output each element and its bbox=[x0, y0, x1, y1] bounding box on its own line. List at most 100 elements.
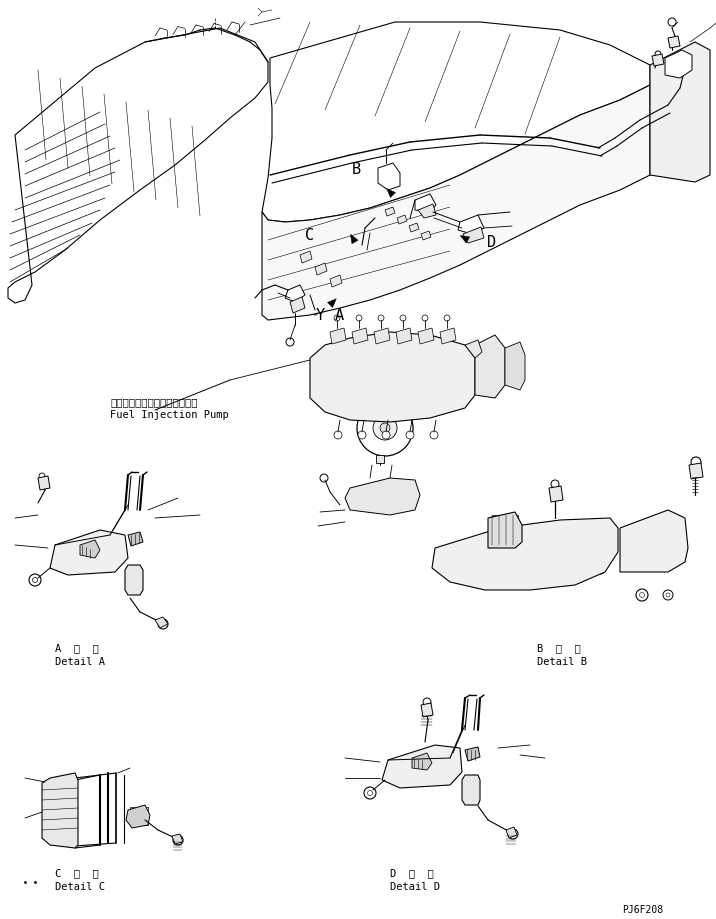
Polygon shape bbox=[652, 54, 664, 66]
Circle shape bbox=[663, 590, 673, 600]
Circle shape bbox=[103, 540, 113, 550]
Polygon shape bbox=[650, 42, 710, 182]
Polygon shape bbox=[463, 227, 484, 243]
Text: D: D bbox=[487, 235, 496, 250]
Polygon shape bbox=[352, 328, 368, 344]
Text: A  詳  細: A 詳 細 bbox=[55, 643, 99, 653]
Polygon shape bbox=[668, 36, 680, 48]
Circle shape bbox=[644, 534, 656, 546]
Polygon shape bbox=[396, 328, 412, 344]
Polygon shape bbox=[285, 285, 305, 302]
Circle shape bbox=[396, 764, 410, 778]
Polygon shape bbox=[128, 532, 143, 546]
Polygon shape bbox=[620, 510, 688, 572]
Polygon shape bbox=[665, 50, 692, 78]
Circle shape bbox=[435, 753, 445, 763]
Polygon shape bbox=[465, 340, 482, 358]
Polygon shape bbox=[327, 299, 337, 308]
Polygon shape bbox=[290, 297, 305, 313]
Polygon shape bbox=[506, 827, 517, 838]
Circle shape bbox=[39, 473, 45, 479]
Text: C  詳  細: C 詳 細 bbox=[55, 868, 99, 878]
Polygon shape bbox=[549, 486, 563, 502]
Circle shape bbox=[69, 555, 75, 561]
Circle shape bbox=[383, 140, 389, 146]
Text: Detail C: Detail C bbox=[55, 882, 105, 892]
Polygon shape bbox=[172, 834, 183, 844]
Circle shape bbox=[334, 431, 342, 439]
Polygon shape bbox=[300, 251, 312, 263]
Polygon shape bbox=[421, 703, 433, 717]
Polygon shape bbox=[460, 235, 470, 244]
Polygon shape bbox=[376, 455, 384, 463]
Circle shape bbox=[655, 51, 661, 57]
Polygon shape bbox=[126, 805, 150, 828]
Polygon shape bbox=[330, 275, 342, 287]
Circle shape bbox=[173, 835, 183, 845]
Circle shape bbox=[421, 239, 427, 245]
Polygon shape bbox=[262, 22, 650, 222]
Polygon shape bbox=[418, 328, 434, 344]
Circle shape bbox=[691, 457, 701, 467]
Circle shape bbox=[364, 787, 376, 799]
Text: B  詳  細: B 詳 細 bbox=[537, 643, 581, 653]
Polygon shape bbox=[382, 745, 462, 788]
Text: Fuel Injection Pump: Fuel Injection Pump bbox=[110, 410, 228, 420]
Text: A: A bbox=[335, 308, 344, 323]
Bar bbox=[130, 807, 148, 825]
Polygon shape bbox=[8, 28, 268, 303]
Text: Detail B: Detail B bbox=[537, 657, 587, 667]
Polygon shape bbox=[458, 215, 484, 234]
Polygon shape bbox=[125, 565, 143, 595]
Polygon shape bbox=[378, 163, 400, 190]
Circle shape bbox=[316, 275, 321, 279]
Polygon shape bbox=[310, 332, 475, 422]
Bar bbox=[492, 515, 518, 545]
Polygon shape bbox=[315, 263, 327, 275]
Circle shape bbox=[423, 698, 431, 706]
Polygon shape bbox=[351, 234, 358, 244]
Circle shape bbox=[508, 829, 518, 839]
Circle shape bbox=[382, 431, 390, 439]
Circle shape bbox=[65, 551, 79, 565]
Polygon shape bbox=[330, 328, 346, 344]
Polygon shape bbox=[385, 207, 395, 216]
Polygon shape bbox=[409, 223, 419, 232]
Circle shape bbox=[380, 423, 390, 433]
Polygon shape bbox=[432, 518, 618, 590]
Circle shape bbox=[358, 431, 366, 439]
Text: フェルインジェクションポンプ: フェルインジェクションポンプ bbox=[110, 397, 198, 407]
Text: D  詳  細: D 詳 細 bbox=[390, 868, 434, 878]
Circle shape bbox=[301, 263, 306, 267]
Text: PJ6F208: PJ6F208 bbox=[622, 905, 663, 915]
Circle shape bbox=[357, 400, 413, 456]
Polygon shape bbox=[505, 342, 525, 390]
Circle shape bbox=[397, 223, 403, 229]
Circle shape bbox=[286, 338, 294, 346]
Circle shape bbox=[331, 287, 336, 291]
Circle shape bbox=[409, 231, 415, 237]
Polygon shape bbox=[462, 775, 480, 805]
Circle shape bbox=[158, 619, 168, 629]
Polygon shape bbox=[345, 478, 420, 515]
Circle shape bbox=[667, 529, 677, 539]
Polygon shape bbox=[475, 335, 505, 398]
Polygon shape bbox=[415, 194, 436, 212]
Polygon shape bbox=[397, 215, 407, 224]
Circle shape bbox=[594, 562, 606, 574]
Circle shape bbox=[406, 431, 414, 439]
Text: B: B bbox=[352, 162, 361, 177]
Polygon shape bbox=[38, 476, 50, 490]
Circle shape bbox=[373, 416, 397, 440]
Circle shape bbox=[385, 215, 391, 221]
Polygon shape bbox=[42, 773, 78, 848]
Text: C: C bbox=[305, 228, 314, 243]
Circle shape bbox=[667, 550, 677, 560]
Polygon shape bbox=[465, 747, 480, 761]
Circle shape bbox=[636, 589, 648, 601]
Polygon shape bbox=[421, 231, 431, 240]
Polygon shape bbox=[50, 530, 128, 575]
Circle shape bbox=[450, 557, 466, 573]
Polygon shape bbox=[387, 188, 395, 198]
Polygon shape bbox=[488, 512, 522, 548]
